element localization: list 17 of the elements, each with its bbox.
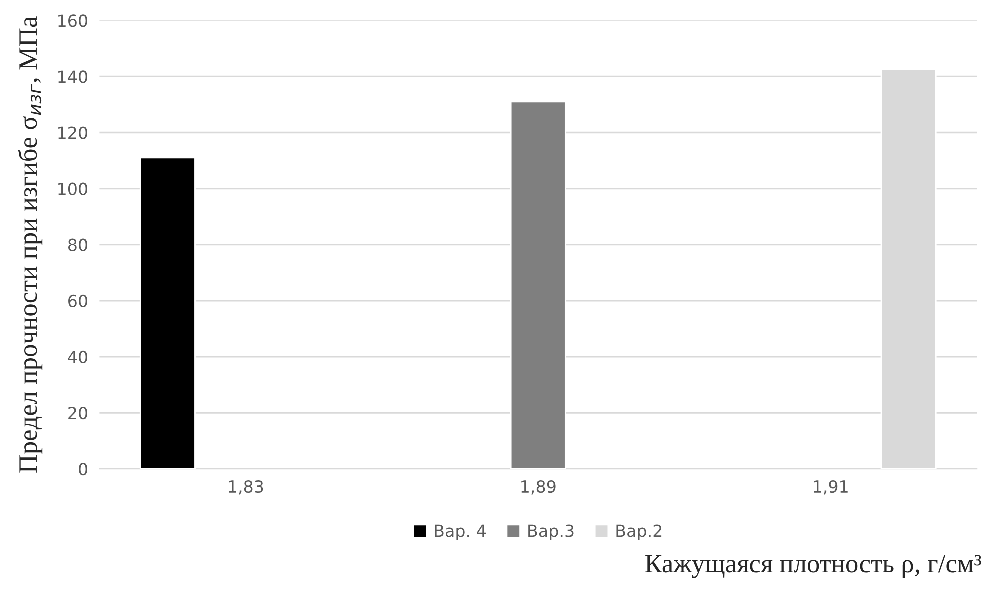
legend-label: Вар. 4 bbox=[435, 524, 486, 541]
y-tick-label: 60 bbox=[68, 294, 88, 308]
y-tick-label: 140 bbox=[58, 70, 88, 84]
y-tick-label: 20 bbox=[68, 406, 88, 420]
x-tick-label: 1,91 bbox=[814, 480, 848, 495]
x-tick-label: 1,89 bbox=[522, 480, 556, 495]
y-tick-label: 0 bbox=[79, 463, 88, 476]
y-axis-title: Предел прочности при изгибе σ$_{изг}$, МПа bbox=[18, 16, 43, 473]
y-tick-label: 120 bbox=[58, 126, 88, 140]
y-tick-label: 40 bbox=[68, 350, 88, 364]
y-tick-label: 80 bbox=[68, 238, 88, 252]
x-tick-label: 1,83 bbox=[229, 480, 264, 495]
legend-label: Вар.3 bbox=[528, 524, 574, 541]
y-tick-label: 160 bbox=[58, 14, 88, 28]
legend-label: Вар.2 bbox=[616, 524, 662, 541]
y-tick-label: 100 bbox=[58, 182, 88, 196]
x-axis-title: Кажущаяся плотность ρ, г/см³ bbox=[645, 555, 982, 578]
